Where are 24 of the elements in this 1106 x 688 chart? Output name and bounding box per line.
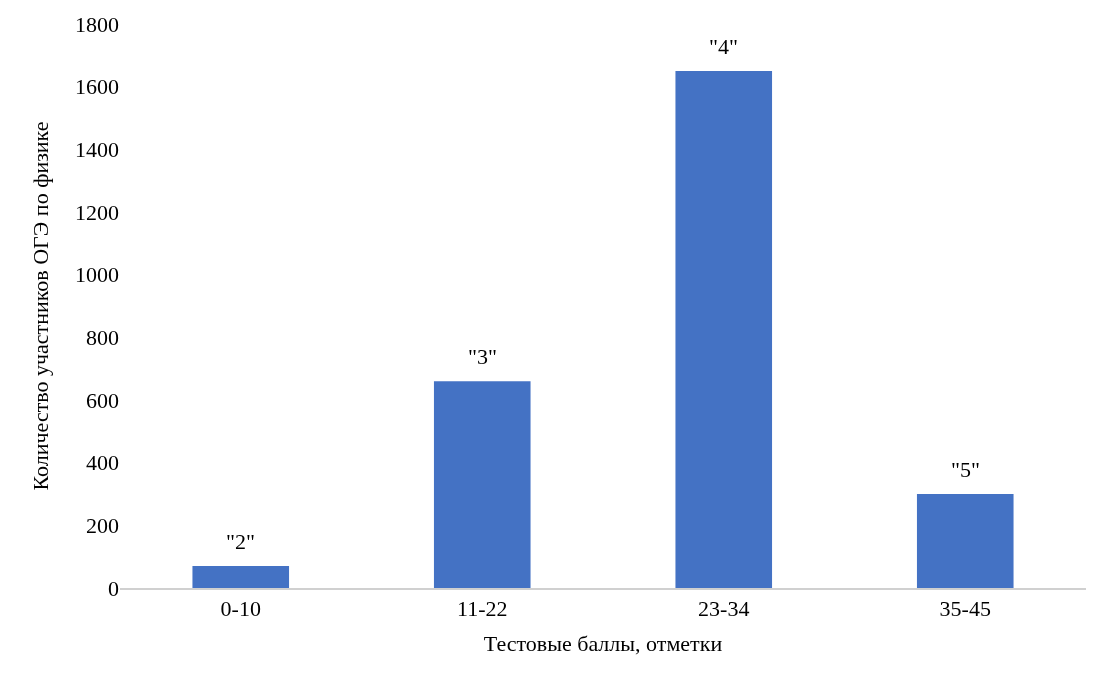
y-tick-label: 1200 — [75, 199, 119, 225]
y-tick-label: 1800 — [75, 11, 119, 37]
x-tick-label: 35-45 — [939, 596, 991, 622]
x-tick-label: 11-22 — [456, 596, 508, 622]
bar — [675, 71, 773, 588]
bar — [916, 494, 1014, 588]
annotation: "4" — [709, 34, 738, 59]
annotation: "5" — [951, 457, 980, 482]
y-tick-label: 1000 — [75, 262, 119, 288]
x-tick-label: 23-34 — [698, 596, 750, 622]
annotation: "3" — [468, 344, 497, 369]
y-axis-title: Количество участников ОГЭ по физике — [27, 121, 53, 491]
bar — [433, 381, 531, 588]
annotation: "2" — [226, 529, 255, 554]
y-tick-label: 800 — [86, 325, 119, 351]
y-tick-label: 1600 — [75, 74, 119, 100]
x-tick-label: 0-10 — [220, 596, 261, 622]
y-tick-label: 1400 — [75, 137, 119, 163]
bar — [192, 566, 290, 588]
y-tick-label: 600 — [86, 387, 119, 413]
y-tick-label: 0 — [108, 575, 119, 601]
y-tick-label: 200 — [86, 513, 119, 539]
y-tick-label: 400 — [86, 450, 119, 476]
x-axis-title: Тестовые баллы, отметки — [483, 630, 723, 656]
